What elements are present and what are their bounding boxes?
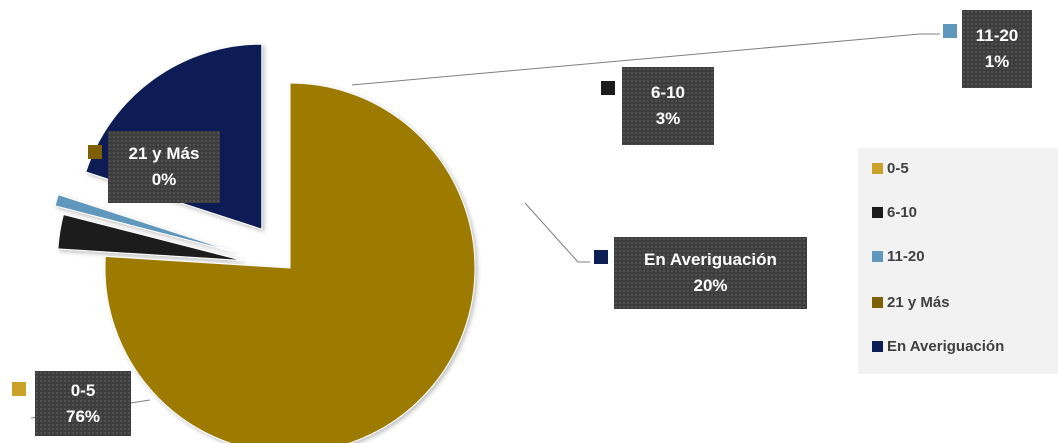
data-label-percent: 1% [984,52,1010,71]
legend-label: 0-5 [887,160,909,177]
data-label-11-20: 11-20 1% [962,10,1032,88]
chart-legend: 0-5 6-10 11-20 21 y Más En Averiguación [858,148,1058,374]
leader-line-en-averiguacion [524,202,590,263]
legend-item-11-20: 11-20 [872,248,925,265]
pie-slice-11-20 [54,194,235,253]
data-label-percent: 76% [65,406,101,426]
data-label-en-averiguacion: En Averiguación 20% [614,237,807,309]
data-label-0-5: 0-5 76% [35,371,131,436]
label-marker-21-y-mas [88,145,102,159]
leader-line-11-20 [351,33,940,86]
data-label-category: En Averiguación [644,250,777,269]
pie-slice-6-10 [57,213,243,261]
data-label-category: 6-10 [650,83,686,102]
data-label-percent: 3% [655,109,681,128]
legend-item-0-5: 0-5 [872,160,909,177]
legend-swatch [872,163,883,174]
legend-item-6-10: 6-10 [872,204,917,221]
pie-slice-0-5 [104,82,476,443]
legend-item-21-y-mas: 21 y Más [872,294,950,311]
label-marker-11-20 [943,24,957,38]
legend-label: En Averiguación [887,338,1005,355]
data-label-category: 11-20 [975,26,1019,45]
legend-swatch [872,297,883,308]
data-label-category: 0-5 [70,380,96,400]
data-label-21-y-mas: 21 y Más 0% [108,131,220,203]
data-label-category: 21 y Más [128,144,200,163]
legend-swatch [872,251,883,262]
legend-label: 21 y Más [887,294,950,311]
legend-swatch [872,207,883,218]
data-label-6-10: 6-10 3% [622,67,714,145]
label-marker-en-averiguacion [594,250,608,264]
data-label-percent: 20% [693,276,728,295]
data-label-percent: 0% [151,170,177,189]
legend-swatch [872,341,883,352]
legend-label: 11-20 [887,248,925,265]
label-marker-6-10 [601,81,615,95]
legend-item-en-averiguacion: En Averiguación [872,338,1004,355]
label-marker-0-5 [12,382,26,396]
legend-label: 6-10 [887,204,918,221]
